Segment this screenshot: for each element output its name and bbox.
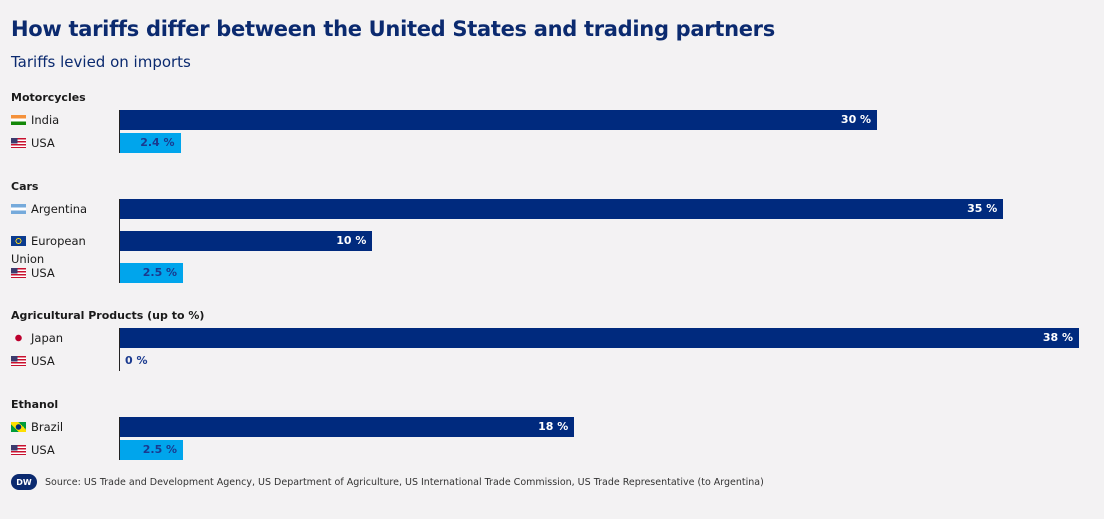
country-name: USA [31, 136, 55, 150]
country-name: Brazil [31, 420, 64, 434]
usa-flag-icon [11, 445, 26, 455]
partner-bar [120, 328, 1079, 348]
partner-bar [120, 231, 373, 251]
japan-flag-icon [11, 333, 26, 343]
usa-flag-icon [11, 268, 26, 278]
group-label: Agricultural Products (up to %) [11, 309, 205, 322]
category-label: USA [11, 352, 111, 370]
group-label: Motorcycles [11, 91, 86, 104]
category-label: Argentina [11, 200, 111, 218]
usa-bar [120, 263, 184, 283]
eu-flag-icon [11, 236, 26, 246]
source-text: Source: US Trade and Development Agency,… [45, 476, 764, 488]
data-label: 0 % [125, 354, 148, 367]
data-label: 35 % [967, 202, 998, 215]
india-flag-icon [11, 115, 26, 125]
country-name: USA [31, 354, 55, 368]
data-label: 30 % [840, 113, 872, 126]
partner-bar [120, 110, 878, 130]
category-label: USA [11, 441, 111, 459]
axis-line [119, 110, 120, 153]
category-label: India [11, 111, 111, 129]
usa-bar [120, 440, 184, 460]
data-label: 2.5 % [142, 443, 178, 456]
data-label: 18 % [538, 420, 569, 433]
argentina-flag-icon [11, 204, 26, 214]
country-name: India [31, 113, 60, 127]
usa-bar [120, 133, 181, 153]
chart-title: How tariffs differ between the United St… [11, 17, 775, 41]
partner-bar [120, 199, 1004, 219]
group-label: Ethanol [11, 398, 59, 411]
axis-line [119, 328, 120, 371]
group-label: Cars [11, 180, 39, 193]
source-note: DW Source: US Trade and Development Agen… [11, 474, 764, 490]
chart-subtitle: Tariffs levied on imports [11, 53, 191, 71]
axis-line [119, 199, 120, 283]
brazil-flag-icon [11, 422, 26, 432]
category-label: USA [11, 264, 111, 282]
category-label: Brazil [11, 418, 111, 436]
country-name: Argentina [31, 202, 88, 216]
category-label: Japan [11, 329, 111, 347]
dw-logo-icon: DW [11, 474, 37, 490]
country-name: Japan [31, 331, 64, 345]
data-label: 10 % [336, 234, 367, 247]
category-label: European Union [11, 232, 111, 268]
country-name: USA [31, 443, 55, 457]
data-label: 38 % [1042, 331, 1073, 344]
usa-flag-icon [11, 138, 26, 148]
country-name: European Union [11, 234, 86, 266]
data-label: 2.5 % [142, 266, 178, 279]
usa-flag-icon [11, 356, 26, 366]
axis-line [119, 417, 120, 460]
country-name: USA [31, 266, 55, 280]
partner-bar [120, 417, 575, 437]
category-label: USA [11, 134, 111, 152]
data-label: 2.4 % [140, 136, 175, 149]
